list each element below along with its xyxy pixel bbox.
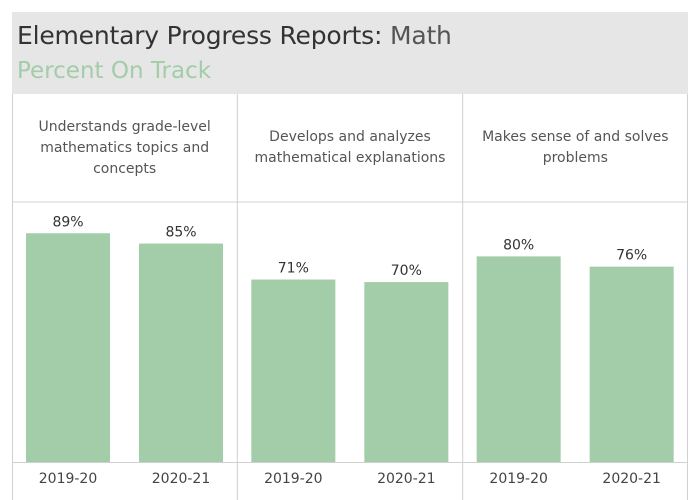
- panel-title: Understands grade-level mathematics topi…: [38, 118, 211, 177]
- chart-canvas: 89% 2019-20 85% 2020-21 71% 2019-20 70% 2020-21…: [12, 94, 688, 500]
- x-tick-label: 2019-20: [264, 471, 323, 487]
- x-tick-label: 2019-20: [489, 471, 548, 487]
- x-tick-label: 2020-21: [377, 471, 436, 487]
- x-tick-label: 2020-21: [152, 471, 211, 487]
- data-label: 80%: [503, 237, 534, 253]
- data-label: 70%: [391, 263, 422, 279]
- bar: [364, 282, 449, 462]
- dashboard-header: Elementary Progress Reports: Math Percen…: [12, 12, 688, 94]
- bar: [26, 233, 110, 462]
- data-label: 76%: [616, 248, 647, 264]
- x-tick-label: 2020-21: [602, 471, 661, 487]
- bar: [476, 256, 561, 462]
- panel-title: Develops and analyzes mathematical expla…: [254, 129, 446, 166]
- title-main: Elementary Progress Reports:: [17, 21, 383, 50]
- bar: [251, 279, 336, 462]
- data-label: 85%: [165, 225, 196, 241]
- panel-title: Makes sense of and solves problems: [482, 129, 669, 166]
- dashboard-title: Elementary Progress Reports: Math: [17, 21, 452, 50]
- bar-chart: 89% 2019-20 85% 2020-21 71% 2019-20 70% 2020-21…: [12, 94, 688, 500]
- dashboard-subtitle: Percent On Track: [17, 58, 212, 84]
- bar: [589, 266, 674, 462]
- x-tick-label: 2019-20: [39, 471, 98, 487]
- title-subject: Math: [389, 21, 452, 50]
- data-label: 89%: [52, 214, 83, 230]
- data-label: 71%: [278, 261, 309, 277]
- bar: [139, 243, 223, 462]
